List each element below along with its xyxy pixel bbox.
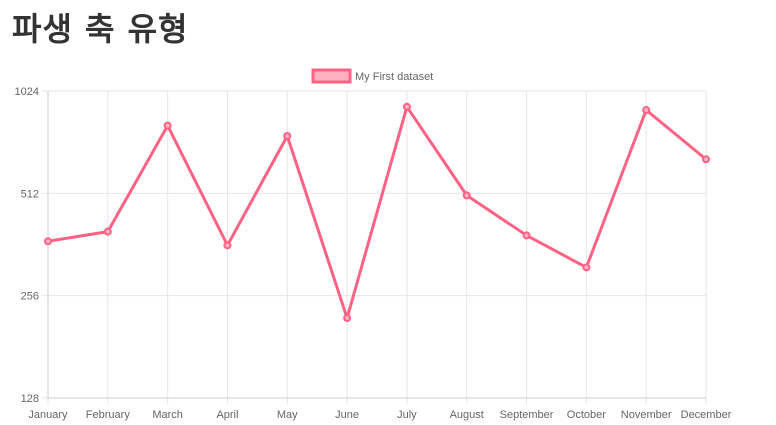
- x-tick-label: December: [681, 409, 732, 421]
- x-tick-label: October: [567, 409, 606, 421]
- x-tick-label: April: [216, 409, 238, 421]
- data-point: [103, 227, 112, 236]
- data-point: [582, 263, 591, 272]
- legend[interactable]: My First dataset: [311, 68, 433, 84]
- data-point: [44, 237, 52, 246]
- x-tick-label: September: [500, 409, 554, 421]
- series-layer: [44, 102, 710, 323]
- x-tick-label: November: [621, 409, 672, 421]
- data-point: [223, 241, 232, 250]
- data-point: [343, 314, 352, 323]
- legend-swatch: [311, 68, 352, 84]
- x-tick-label: February: [86, 409, 131, 421]
- y-tick-label: 512: [21, 188, 39, 200]
- data-point: [642, 106, 651, 115]
- x-tick-label: May: [277, 409, 298, 421]
- gridlines: [42, 90, 707, 404]
- y-tick-label: 128: [21, 393, 39, 405]
- axes: 128 256 512 1024 January February March April Ma…: [15, 86, 732, 421]
- data-point: [702, 155, 710, 164]
- legend-label: My First dataset: [355, 71, 433, 83]
- data-point: [283, 131, 292, 140]
- x-tick-label: March: [152, 409, 183, 421]
- data-point: [163, 121, 172, 130]
- y-tick-label: 256: [21, 291, 39, 303]
- x-tick-label: June: [335, 409, 359, 421]
- series-line: [47, 105, 707, 320]
- data-point: [522, 231, 531, 240]
- y-tick-label: 1024: [15, 86, 39, 98]
- page-title: 파생 축 유형: [12, 10, 189, 48]
- x-tick-label: July: [397, 409, 417, 421]
- data-point: [462, 191, 471, 200]
- data-point: [402, 102, 411, 111]
- x-tick-label: August: [450, 409, 484, 421]
- x-tick-label: January: [28, 409, 68, 421]
